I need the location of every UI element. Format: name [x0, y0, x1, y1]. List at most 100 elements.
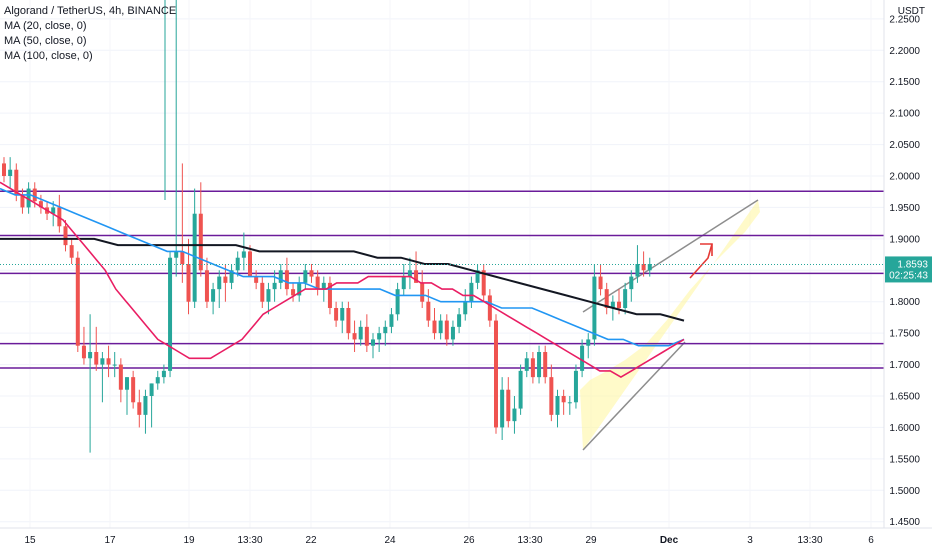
candle-body: [291, 289, 296, 296]
ma50-line: [0, 187, 685, 347]
candle-body: [549, 377, 554, 415]
candle-body: [414, 270, 419, 283]
current-price-label-bg: [885, 256, 932, 283]
wedge-upper-line[interactable]: [582, 199, 759, 313]
candle-body: [155, 377, 160, 384]
candle-body: [266, 289, 271, 302]
candle-body: [641, 264, 646, 271]
price-tick-label: 1.5000: [889, 486, 920, 497]
candle-body: [647, 264, 652, 271]
candle-body: [334, 308, 339, 321]
candle-body: [457, 314, 462, 327]
price-tick-label: 2.2500: [889, 14, 920, 25]
candle-body: [278, 270, 283, 283]
candle-body: [180, 251, 185, 264]
candle-body: [20, 194, 25, 208]
horizontal-levels[interactable]: 1.97571.90531.84501.73341.6945: [0, 184, 932, 376]
candle-body: [371, 339, 375, 346]
candle-body: [475, 270, 480, 283]
candle-body: [321, 282, 326, 290]
candle-body: [88, 352, 93, 359]
candle-body: [494, 320, 498, 428]
time-axis[interactable]: 15 17 19 13:30 22 24 26 13:30 29 Dec 3 13:30 6: [0, 527, 932, 546]
candle-body: [192, 213, 197, 302]
candle-body: [303, 270, 308, 283]
candle-body: [555, 396, 560, 415]
candle-body: [364, 326, 369, 346]
price-unit-label: USDT: [898, 6, 925, 17]
candle-body: [604, 289, 609, 308]
chart-legend: Algorand / TetherUS, 4h, BINANCE MA (20,…: [4, 4, 176, 64]
candle-body: [2, 163, 6, 176]
candle-body: [573, 370, 578, 403]
candle-body: [8, 169, 13, 176]
candle-body: [469, 282, 474, 302]
candle-body: [100, 358, 105, 365]
time-tick-label: 29: [585, 535, 597, 546]
indicator-ma20[interactable]: MA (20, close, 0): [4, 20, 87, 32]
price-tick-label: 2.1500: [889, 77, 920, 88]
candle-body: [420, 282, 425, 302]
candle-body: [444, 320, 449, 340]
time-tick-label: 13:30: [517, 535, 542, 546]
candle-body: [432, 320, 437, 334]
candle-body: [426, 301, 431, 321]
price-tick-label: 1.9500: [889, 203, 920, 214]
candle-body: [143, 396, 148, 415]
candle-body: [69, 245, 74, 258]
candle-body: [211, 289, 216, 302]
candle-body: [346, 308, 351, 334]
candle-body: [315, 276, 320, 290]
candle-body: [118, 364, 123, 390]
candle-body: [623, 289, 628, 308]
rising-wedge-drawing[interactable]: [580, 199, 760, 451]
candle-body: [137, 402, 142, 415]
candle-body: [617, 301, 621, 308]
candle-body: [217, 276, 222, 290]
candle-body: [487, 295, 492, 321]
wedge-lower-line[interactable]: [582, 341, 686, 451]
time-tick-label: 19: [183, 535, 195, 546]
candle-body: [63, 226, 68, 246]
candle-body: [174, 251, 179, 258]
candle-body: [586, 339, 591, 346]
candle-body: [567, 402, 572, 404]
candle-body: [580, 345, 585, 371]
price-tick-label: 1.6000: [889, 423, 920, 434]
candle-body: [112, 364, 117, 366]
candle-body: [389, 314, 394, 327]
indicator-ma50[interactable]: MA (50, close, 0): [4, 35, 87, 47]
candle-body: [297, 282, 302, 296]
candle-body: [106, 358, 111, 365]
time-tick-label: 6: [868, 535, 874, 546]
trend-arrow[interactable]: [689, 243, 713, 279]
price-tick-label: 2.0500: [889, 140, 920, 151]
indicator-ma100[interactable]: MA (100, close, 0): [4, 50, 93, 62]
candle-body: [168, 257, 173, 371]
candle-body: [518, 370, 523, 409]
candle-body: [204, 270, 209, 302]
candle-body: [149, 383, 154, 396]
candle-body: [198, 213, 203, 271]
time-tick-label: 26: [463, 535, 475, 546]
candle-body: [38, 201, 43, 208]
time-tick-label: 17: [104, 535, 116, 546]
candle-body: [260, 282, 265, 302]
arrow-head: [700, 243, 713, 256]
candle-body: [284, 270, 289, 290]
candle-body: [131, 377, 136, 403]
candle-body: [500, 389, 505, 428]
arrow-stroke[interactable]: [689, 243, 713, 279]
candle-body: [254, 276, 259, 283]
candle-body: [543, 352, 548, 378]
price-tick-label: 1.5500: [889, 454, 920, 465]
symbol-title[interactable]: Algorand / TetherUS, 4h, BINANCE: [4, 5, 177, 17]
candle-body: [81, 345, 86, 359]
time-tick-label: 15: [24, 535, 36, 546]
price-tick-label: 1.9000: [889, 234, 920, 245]
candle-body: [14, 169, 19, 195]
time-tick-label: 22: [305, 535, 317, 546]
ma20-line: [0, 181, 685, 379]
